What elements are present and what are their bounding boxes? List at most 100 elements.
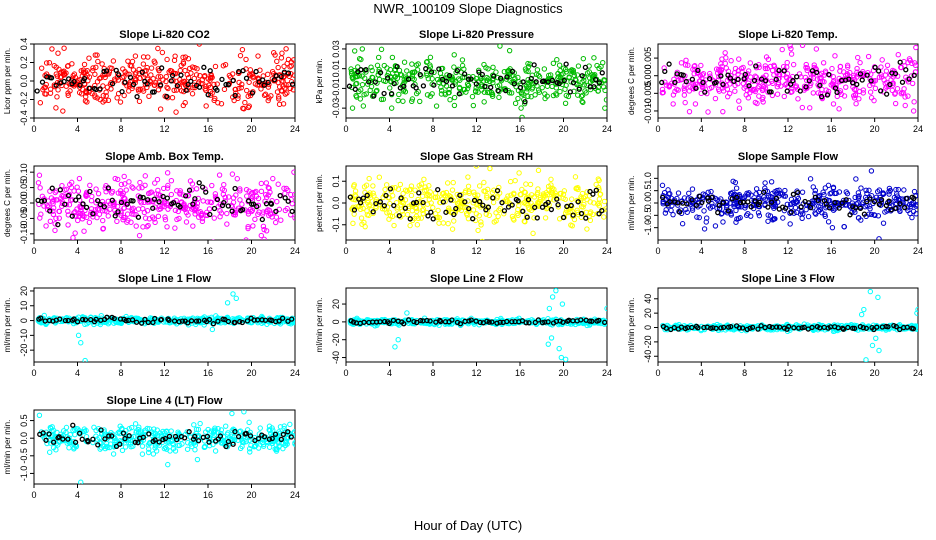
data-point [805, 213, 812, 220]
data-point [51, 82, 58, 88]
data-point [825, 219, 832, 225]
reference-point [177, 204, 183, 210]
data-point [88, 198, 95, 204]
data-point [548, 176, 554, 183]
data-point [755, 210, 762, 216]
data-point [563, 69, 569, 75]
data-point [70, 72, 76, 79]
data-point [506, 318, 512, 325]
data-point [351, 182, 357, 188]
reference-point [592, 76, 599, 83]
data-point [353, 81, 359, 87]
reference-point [253, 68, 259, 75]
data-point [659, 182, 666, 189]
data-point [489, 93, 496, 99]
y-axis-label: degrees C per min. [627, 47, 636, 115]
data-point [712, 95, 719, 102]
reference-point [801, 324, 807, 330]
reference-point [599, 70, 605, 76]
data-point [192, 211, 198, 217]
reference-point [897, 326, 903, 333]
data-point [148, 189, 155, 195]
reference-point [785, 323, 792, 330]
reference-point [413, 199, 420, 206]
data-point [580, 204, 586, 210]
data-point [562, 100, 569, 106]
data-point [142, 173, 148, 179]
reference-point [157, 82, 164, 88]
data-point [413, 208, 420, 214]
reference-point [81, 75, 88, 82]
reference-point [718, 325, 724, 331]
reference-point [846, 76, 852, 82]
outlier-point [913, 44, 918, 51]
reference-point [225, 82, 231, 88]
data-point [532, 92, 538, 98]
data-point [472, 88, 479, 94]
data-point [720, 108, 726, 115]
data-point [95, 58, 101, 65]
panel-title: Slope Li-820 Pressure [419, 29, 534, 41]
data-point [374, 62, 381, 69]
data-point [407, 222, 413, 229]
reference-point [229, 208, 235, 214]
data-point [752, 99, 759, 106]
data-point [400, 190, 406, 197]
data-point [472, 192, 478, 198]
data-point [812, 210, 818, 216]
data-point [44, 203, 50, 209]
data-point [218, 210, 225, 216]
outlier-point [209, 326, 216, 333]
data-point [59, 198, 65, 204]
data-point [102, 97, 108, 104]
reference-point [817, 82, 823, 89]
data-point [211, 215, 217, 221]
reference-point [95, 197, 101, 204]
reference-point [878, 197, 885, 203]
data-point [265, 71, 271, 78]
data-point [762, 180, 768, 186]
data-point [378, 46, 385, 53]
data-point [542, 215, 549, 221]
data-point [515, 206, 521, 213]
data-point [165, 182, 171, 189]
outlier-point [572, 174, 579, 180]
data-point [234, 176, 240, 182]
data-point [762, 85, 769, 91]
data-point [788, 204, 794, 210]
reference-point [755, 326, 761, 332]
data-point [152, 180, 158, 186]
data-point [182, 67, 188, 74]
reference-point [188, 318, 195, 324]
data-point [92, 52, 99, 58]
data-point [172, 225, 178, 231]
x-tick-label: 16 [203, 368, 213, 378]
reference-point [749, 324, 756, 330]
reference-point [407, 216, 413, 222]
x-tick-label: 12 [159, 124, 169, 134]
y-tick-label: -40 [331, 351, 341, 364]
reference-point [903, 67, 909, 73]
data-point [553, 92, 560, 98]
data-point [506, 74, 512, 80]
y-tick-label: 0.1 [331, 175, 341, 188]
reference-point [561, 77, 567, 84]
data-point [278, 55, 285, 61]
data-point [740, 80, 747, 87]
data-point [109, 65, 115, 71]
reference-point [124, 201, 130, 207]
reference-point [762, 324, 768, 331]
reference-point [377, 70, 384, 76]
x-tick-label: 16 [515, 246, 525, 256]
reference-point [440, 76, 446, 83]
data-point [179, 79, 185, 85]
reference-point [522, 99, 528, 105]
data-point [358, 202, 365, 208]
data-point [465, 183, 472, 189]
data-point [853, 176, 859, 182]
data-point [72, 431, 78, 438]
reference-point [479, 71, 485, 78]
data-point [409, 73, 416, 79]
reference-point [579, 73, 585, 79]
panel-5: Slope Gas Stream RH0 4 8 12 16 20 24-0.10.00.1… [315, 151, 612, 256]
